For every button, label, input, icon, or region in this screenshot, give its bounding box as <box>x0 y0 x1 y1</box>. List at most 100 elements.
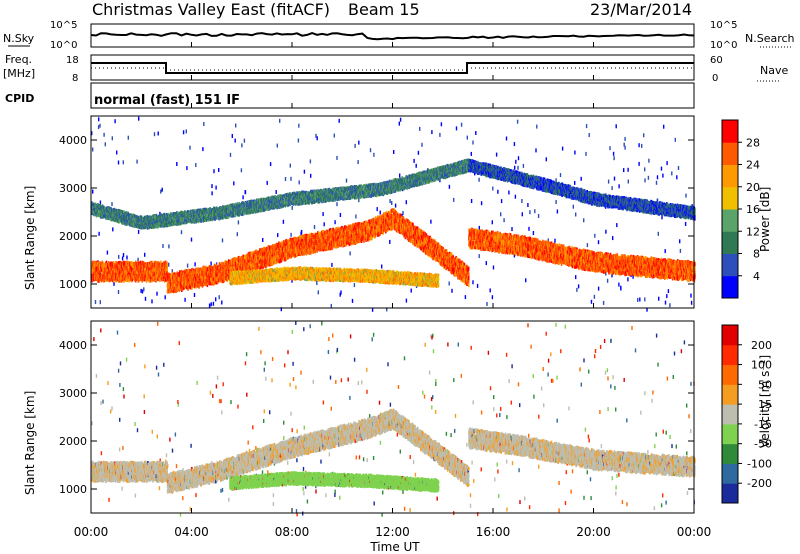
band-cell <box>139 260 142 265</box>
noise-cell <box>580 176 582 181</box>
noise-cell <box>333 133 335 138</box>
noise-cell <box>393 150 395 154</box>
noise-cell <box>532 231 535 235</box>
noise-cell <box>525 278 527 283</box>
band-cell <box>294 242 296 247</box>
band-cell <box>178 273 181 278</box>
band-cell <box>255 249 258 254</box>
noise-cell <box>349 251 351 256</box>
noise-cell <box>602 300 605 305</box>
noise-cell <box>448 281 450 286</box>
band-cell <box>131 271 134 276</box>
nave-series <box>91 67 694 71</box>
noise-cell <box>104 142 106 147</box>
band-cell <box>286 241 289 246</box>
band-cell <box>134 277 136 282</box>
noise-cell <box>470 199 473 203</box>
noise-cell <box>215 185 217 190</box>
noise-cell <box>297 138 300 143</box>
band-cell <box>212 279 214 284</box>
band-cell <box>105 263 107 268</box>
noise-cell <box>430 219 432 224</box>
noise-cell <box>122 160 124 165</box>
noise-cell <box>195 163 197 167</box>
noise-cell <box>413 158 415 163</box>
noise-cell <box>503 218 505 223</box>
band-cell <box>467 276 470 281</box>
band-cell <box>166 269 168 274</box>
noise-cell <box>500 199 503 204</box>
band-cell <box>230 265 232 270</box>
noise-cell <box>244 190 247 195</box>
band-cell <box>294 253 296 258</box>
band-cell <box>109 277 111 282</box>
noise-cell <box>144 252 146 257</box>
band-cell <box>254 263 257 268</box>
noise-cell <box>417 150 420 155</box>
band-cell <box>222 268 225 273</box>
band-cell <box>198 284 200 289</box>
band-cell <box>140 263 143 268</box>
noise-cell <box>117 290 120 294</box>
noise-cell <box>521 199 523 203</box>
noise-cell <box>279 118 281 123</box>
noise-cell <box>235 123 237 128</box>
noise-cell <box>269 162 272 167</box>
noise-cell <box>339 213 342 217</box>
noise-cell <box>684 222 687 226</box>
band-cell <box>191 277 194 282</box>
freq-label-2: [MHz] <box>3 67 35 80</box>
band-cell <box>98 278 101 283</box>
noise-cell <box>141 289 144 294</box>
noise-cell <box>290 176 292 181</box>
band-cell <box>121 268 124 273</box>
noise-cell <box>144 296 147 301</box>
noise-cell <box>511 227 513 232</box>
noise-cell <box>394 203 397 208</box>
noise-cell <box>662 173 664 178</box>
band-cell <box>152 274 154 279</box>
noise-cell <box>111 136 113 141</box>
band-cell <box>237 259 239 264</box>
noise-cell <box>624 137 626 141</box>
noise-cell <box>410 288 412 293</box>
noise-cell <box>556 209 559 214</box>
noise-cell <box>97 125 100 130</box>
band-cell <box>299 235 301 240</box>
noise-cell <box>116 150 118 155</box>
noise-cell <box>644 178 646 183</box>
noise-cell <box>646 307 648 312</box>
noise-cell <box>303 169 306 174</box>
noise-cell <box>389 199 391 204</box>
band-cell <box>191 285 193 290</box>
noise-cell <box>355 214 357 219</box>
band-cell <box>114 274 116 279</box>
band-cell <box>290 248 292 253</box>
noise-cell <box>310 173 312 178</box>
band-cell <box>238 262 241 267</box>
noise-cell <box>379 210 381 215</box>
noise-cell <box>537 214 540 218</box>
band-cell <box>247 266 250 271</box>
band-cell <box>319 237 322 242</box>
noise-cell <box>605 229 607 234</box>
band-cell <box>239 259 241 264</box>
band-cell <box>93 271 96 276</box>
noise-cell <box>381 264 383 269</box>
noise-cell <box>620 285 622 290</box>
noise-cell <box>284 177 287 181</box>
noise-cell <box>453 197 455 202</box>
band-cell <box>163 274 165 279</box>
noise-cell <box>529 210 531 215</box>
noise-cell <box>114 119 116 124</box>
band-cell <box>185 269 188 274</box>
band-cell <box>295 249 297 254</box>
band-cell <box>266 252 269 257</box>
noise-cell <box>612 236 614 241</box>
noise-cell <box>218 295 220 300</box>
noise-cell <box>405 298 408 303</box>
band-cell <box>111 264 114 269</box>
noise-cell <box>555 200 557 204</box>
band-cell <box>310 236 312 241</box>
noise-cell <box>590 299 593 304</box>
